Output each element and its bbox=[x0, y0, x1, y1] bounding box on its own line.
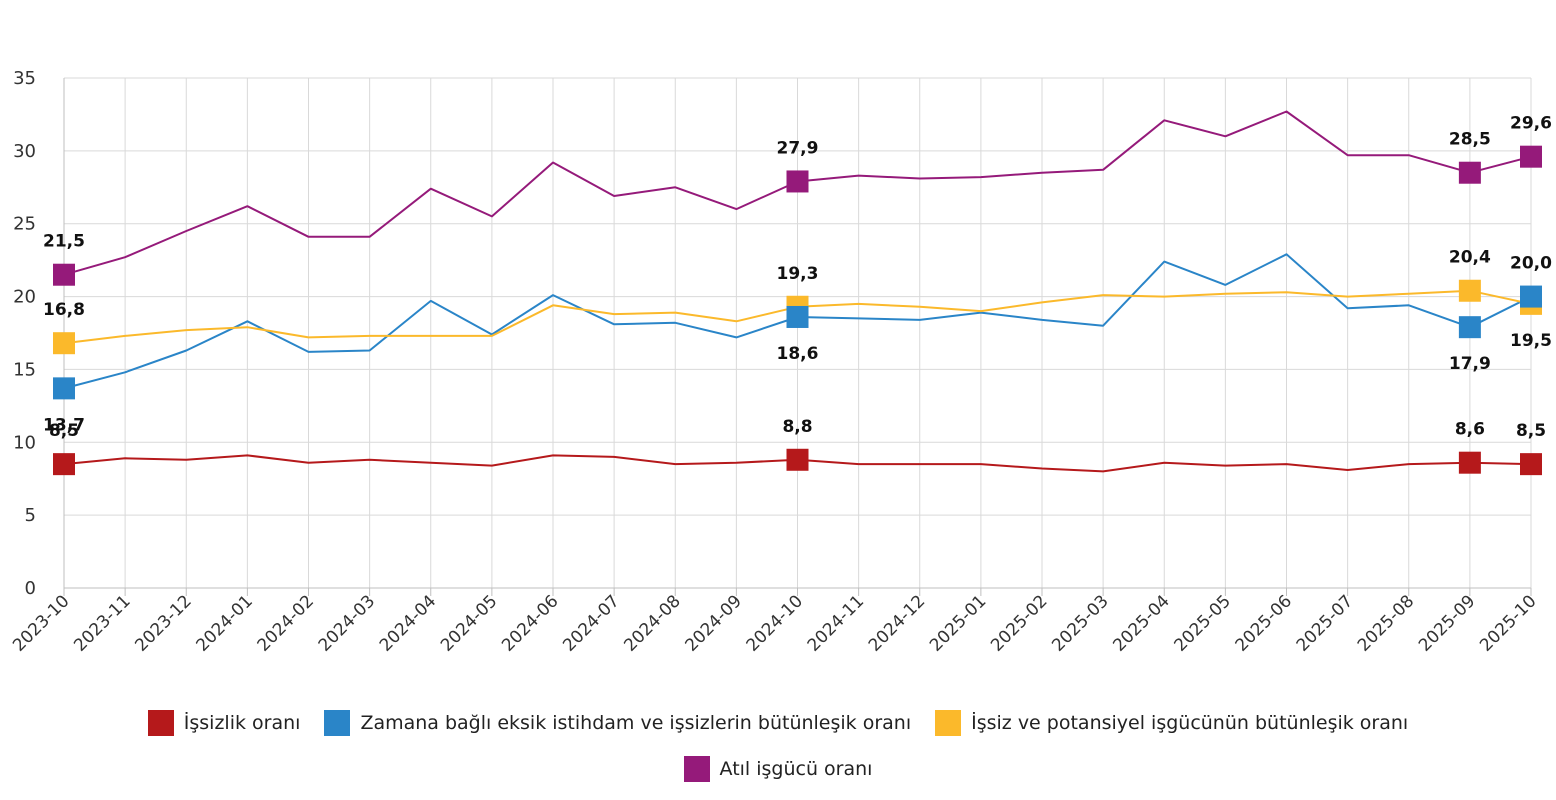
x-tick-label: 2024-02 bbox=[254, 591, 318, 655]
x-tick-label: 2025-07 bbox=[1293, 591, 1357, 655]
x-tick-label: 2025-04 bbox=[1109, 591, 1173, 655]
legend-item-unemployment[interactable]: İşsizlik oranı bbox=[147, 710, 301, 736]
markers-group bbox=[53, 145, 1542, 476]
data-label: 8,5 bbox=[1516, 421, 1546, 441]
legend-item-potential-labour[interactable]: İşsiz ve potansiyel işgücünün bütünleşik… bbox=[935, 710, 1408, 736]
data-marker-0 bbox=[1520, 453, 1542, 476]
y-tick-label: 25 bbox=[13, 214, 36, 235]
data-marker-1 bbox=[1458, 316, 1481, 339]
data-label: 13,7 bbox=[43, 415, 85, 435]
legend-swatch-unemployment bbox=[147, 710, 174, 736]
grid bbox=[63, 77, 1532, 589]
x-tick-label: 2024-08 bbox=[620, 591, 684, 655]
data-label: 20,4 bbox=[1449, 248, 1491, 268]
data-marker-2 bbox=[1458, 279, 1481, 302]
legend-label-unemployment: İşsizlik oranı bbox=[183, 712, 301, 734]
y-tick-label: 5 bbox=[25, 505, 36, 526]
data-label: 8,5 bbox=[49, 421, 79, 441]
y-tick-label: 20 bbox=[13, 287, 36, 308]
data-marker-0 bbox=[1458, 451, 1481, 474]
x-tick-label: 2025-06 bbox=[1232, 591, 1296, 655]
x-tick-label: 2023-10 bbox=[9, 591, 73, 655]
data-marker-3 bbox=[53, 263, 75, 286]
data-label: 19,3 bbox=[777, 264, 819, 284]
data-label: 17,9 bbox=[1449, 354, 1491, 374]
data-marker-3 bbox=[786, 170, 809, 193]
legend: İşsizlik oranı Zamana bağlı eksik istihd… bbox=[0, 700, 1556, 792]
x-tick-label: 2024-07 bbox=[559, 591, 623, 655]
x-tick-label: 2023-12 bbox=[131, 591, 195, 655]
x-tick-label: 2024-06 bbox=[498, 591, 562, 655]
x-tick-label: 2024-05 bbox=[437, 591, 501, 655]
legend-swatch-potential-labour bbox=[935, 710, 962, 736]
x-tick-label: 2024-10 bbox=[743, 591, 807, 655]
data-label: 19,5 bbox=[1510, 331, 1552, 351]
y-tick-label: 35 bbox=[13, 68, 36, 89]
x-tick-label: 2024-09 bbox=[682, 591, 746, 655]
y-tick-label: 30 bbox=[13, 141, 36, 162]
data-label: 16,8 bbox=[43, 300, 85, 320]
legend-label-underemployment: Zamana bağlı eksik istihdam ve işsizleri… bbox=[360, 712, 912, 734]
data-label: 28,5 bbox=[1449, 130, 1491, 150]
x-tick-label: 2024-04 bbox=[376, 591, 440, 655]
x-tick-label: 2025-02 bbox=[987, 591, 1051, 655]
x-tick-label: 2023-11 bbox=[70, 591, 134, 655]
legend-item-underutilisation[interactable]: Atıl işgücü oranı bbox=[683, 756, 873, 782]
data-marker-1 bbox=[53, 377, 75, 400]
data-label: 18,6 bbox=[777, 344, 819, 364]
legend-label-underutilisation: Atıl işgücü oranı bbox=[719, 758, 873, 780]
data-label: 8,6 bbox=[1455, 420, 1485, 440]
x-tick-label: 2025-03 bbox=[1048, 591, 1112, 655]
x-tick-label: 2025-08 bbox=[1354, 591, 1418, 655]
legend-item-underemployment[interactable]: Zamana bağlı eksik istihdam ve işsizleri… bbox=[324, 710, 911, 736]
x-tick-label: 2024-03 bbox=[315, 591, 379, 655]
legend-label-potential-labour: İşsiz ve potansiyel işgücünün bütünleşik… bbox=[971, 712, 1409, 734]
data-label: 21,5 bbox=[43, 232, 85, 252]
data-marker-3 bbox=[1520, 145, 1542, 168]
data-label: 29,6 bbox=[1510, 114, 1552, 134]
data-label: 20,0 bbox=[1510, 254, 1552, 274]
data-label: 8,8 bbox=[782, 417, 812, 437]
x-tick-label: 2025-09 bbox=[1415, 591, 1479, 655]
x-tick-label: 2025-05 bbox=[1171, 591, 1235, 655]
legend-row-1: İşsizlik oranı Zamana bağlı eksik istihd… bbox=[0, 700, 1556, 746]
data-label: 27,9 bbox=[777, 138, 819, 158]
data-marker-0 bbox=[53, 453, 75, 476]
data-marker-1 bbox=[786, 305, 809, 328]
legend-row-2: Atıl işgücü oranı bbox=[0, 746, 1556, 792]
data-labels-group: 8,5 8,8 8,6 8,513,718,617,920,016,819,320,4… bbox=[43, 114, 1552, 441]
legend-swatch-underemployment bbox=[324, 710, 351, 736]
legend-swatch-underutilisation bbox=[683, 756, 710, 782]
x-tick-label: 2024-11 bbox=[804, 591, 868, 655]
axes: 051015202530352023-102023-112023-122024-… bbox=[9, 68, 1540, 656]
data-marker-0 bbox=[786, 448, 809, 471]
y-tick-label: 0 bbox=[25, 578, 36, 599]
x-tick-label: 2025-01 bbox=[926, 591, 990, 655]
data-marker-3 bbox=[1458, 161, 1481, 184]
x-tick-label: 2024-01 bbox=[193, 591, 257, 655]
data-marker-1 bbox=[1520, 285, 1542, 308]
x-tick-label: 2025-10 bbox=[1476, 591, 1540, 655]
x-tick-label: 2024-12 bbox=[865, 591, 929, 655]
data-marker-2 bbox=[53, 332, 75, 355]
y-tick-label: 15 bbox=[13, 359, 36, 380]
y-tick-label: 10 bbox=[13, 432, 36, 453]
